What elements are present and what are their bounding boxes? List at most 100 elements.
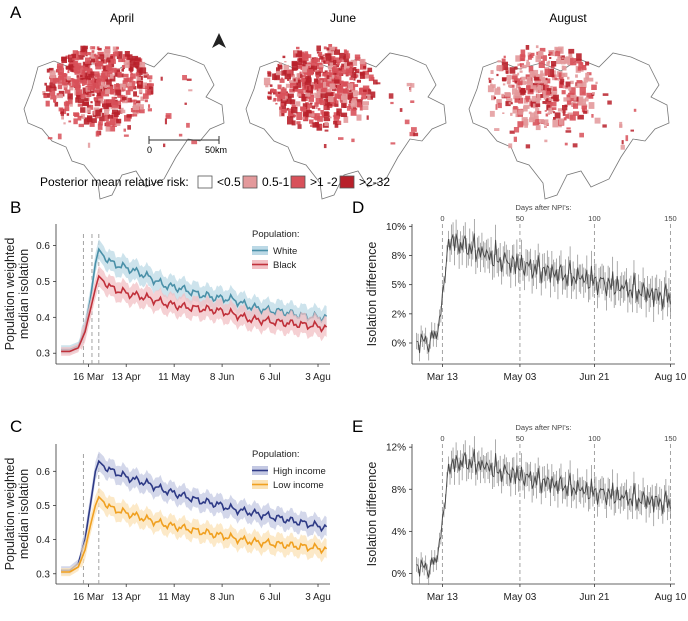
- census-tract: [560, 82, 564, 85]
- census-tract: [545, 91, 551, 96]
- chart-panel-b: 0.3 0.4 0.5 0.6 16 Mar 13 Apr 11 May 8 Jun 6 Jul…: [3, 224, 331, 383]
- census-tract: [292, 74, 296, 78]
- census-tract: [329, 83, 335, 90]
- census-tract: [494, 128, 500, 131]
- census-tract: [306, 103, 313, 108]
- census-tract: [496, 99, 501, 105]
- census-tract: [548, 51, 553, 55]
- legend-title: Population:: [252, 449, 300, 460]
- panel-label-d: D: [352, 198, 364, 217]
- census-tract: [283, 64, 290, 70]
- census-tract: [544, 110, 547, 112]
- census-tract: [348, 100, 352, 104]
- census-tract: [61, 115, 64, 120]
- census-tract: [551, 91, 557, 97]
- map-august: [468, 45, 670, 200]
- census-tract: [76, 75, 79, 78]
- census-tract: [76, 57, 80, 60]
- census-tract: [508, 143, 513, 149]
- x-tick-label: Mar 13: [427, 592, 459, 603]
- census-tract: [308, 113, 315, 117]
- census-tract: [295, 50, 303, 57]
- census-tract: [353, 67, 357, 71]
- census-tract: [323, 104, 330, 111]
- census-tract: [186, 78, 192, 81]
- census-tract: [123, 73, 129, 78]
- census-tract: [265, 83, 269, 88]
- census-tract: [123, 128, 126, 132]
- census-tract: [56, 69, 60, 72]
- census-tract: [347, 83, 354, 90]
- census-tract: [592, 92, 595, 95]
- census-tract: [536, 94, 541, 98]
- census-tract: [581, 81, 587, 88]
- census-tract: [291, 62, 299, 71]
- scale-bar-end: 50km: [205, 145, 227, 155]
- top-tick-label: 50: [516, 214, 524, 223]
- census-tract: [295, 79, 302, 88]
- census-tract: [323, 99, 330, 106]
- x-tick-label: 3 Agu: [305, 592, 331, 603]
- census-tract: [126, 114, 132, 118]
- census-tract: [558, 72, 562, 77]
- census-tract: [548, 107, 554, 112]
- census-tract: [91, 82, 98, 88]
- census-tract: [308, 86, 311, 91]
- census-tract: [88, 73, 95, 78]
- census-tract: [367, 96, 371, 100]
- census-tract: [326, 88, 332, 94]
- census-tract: [565, 130, 572, 133]
- census-tract: [346, 106, 351, 111]
- census-tract: [583, 77, 588, 83]
- census-tract: [566, 100, 572, 105]
- census-tract: [129, 67, 134, 72]
- census-tract: [336, 108, 342, 116]
- census-tract: [139, 61, 146, 68]
- y-tick-label: 4%: [392, 527, 407, 538]
- census-tract: [302, 75, 306, 78]
- census-tract: [559, 84, 564, 88]
- census-tract: [294, 50, 298, 54]
- census-tract: [295, 101, 301, 107]
- census-tract: [92, 54, 99, 62]
- census-tract: [95, 109, 101, 117]
- census-tract: [359, 72, 364, 76]
- census-tract: [280, 77, 284, 80]
- census-tract: [348, 90, 352, 93]
- top-tick-label: 150: [664, 214, 677, 223]
- census-tract: [327, 63, 333, 70]
- census-tract: [78, 123, 84, 128]
- census-tract: [562, 105, 568, 111]
- census-tract: [517, 63, 520, 66]
- legend-swatch-05-1: [242, 175, 258, 189]
- census-tract: [106, 79, 112, 86]
- census-tract: [136, 58, 143, 66]
- census-tract: [111, 96, 116, 102]
- census-tract: [66, 113, 70, 116]
- census-tract: [333, 75, 337, 79]
- census-tract: [98, 47, 102, 51]
- census-tract: [283, 70, 288, 74]
- census-tract: [488, 77, 491, 80]
- census-tract: [552, 88, 558, 95]
- census-tract: [163, 143, 166, 148]
- census-tract: [335, 120, 342, 125]
- census-tract: [142, 82, 147, 89]
- census-tract: [324, 129, 329, 132]
- census-tract: [336, 67, 342, 71]
- census-tract: [540, 70, 544, 75]
- census-tract: [107, 72, 112, 77]
- census-tract: [129, 71, 132, 73]
- census-tract: [508, 101, 512, 105]
- census-tract: [314, 102, 319, 107]
- census-tract: [331, 87, 336, 91]
- census-tract: [143, 72, 148, 76]
- census-tract: [44, 82, 47, 86]
- census-tract: [309, 102, 313, 105]
- census-tract: [553, 117, 556, 120]
- census-tract: [545, 84, 549, 88]
- census-tract: [287, 108, 294, 117]
- census-tract: [313, 57, 318, 63]
- census-tract: [588, 102, 595, 109]
- map-legend: Posterior mean relative risk: <0.5 0.5-1…: [40, 175, 390, 189]
